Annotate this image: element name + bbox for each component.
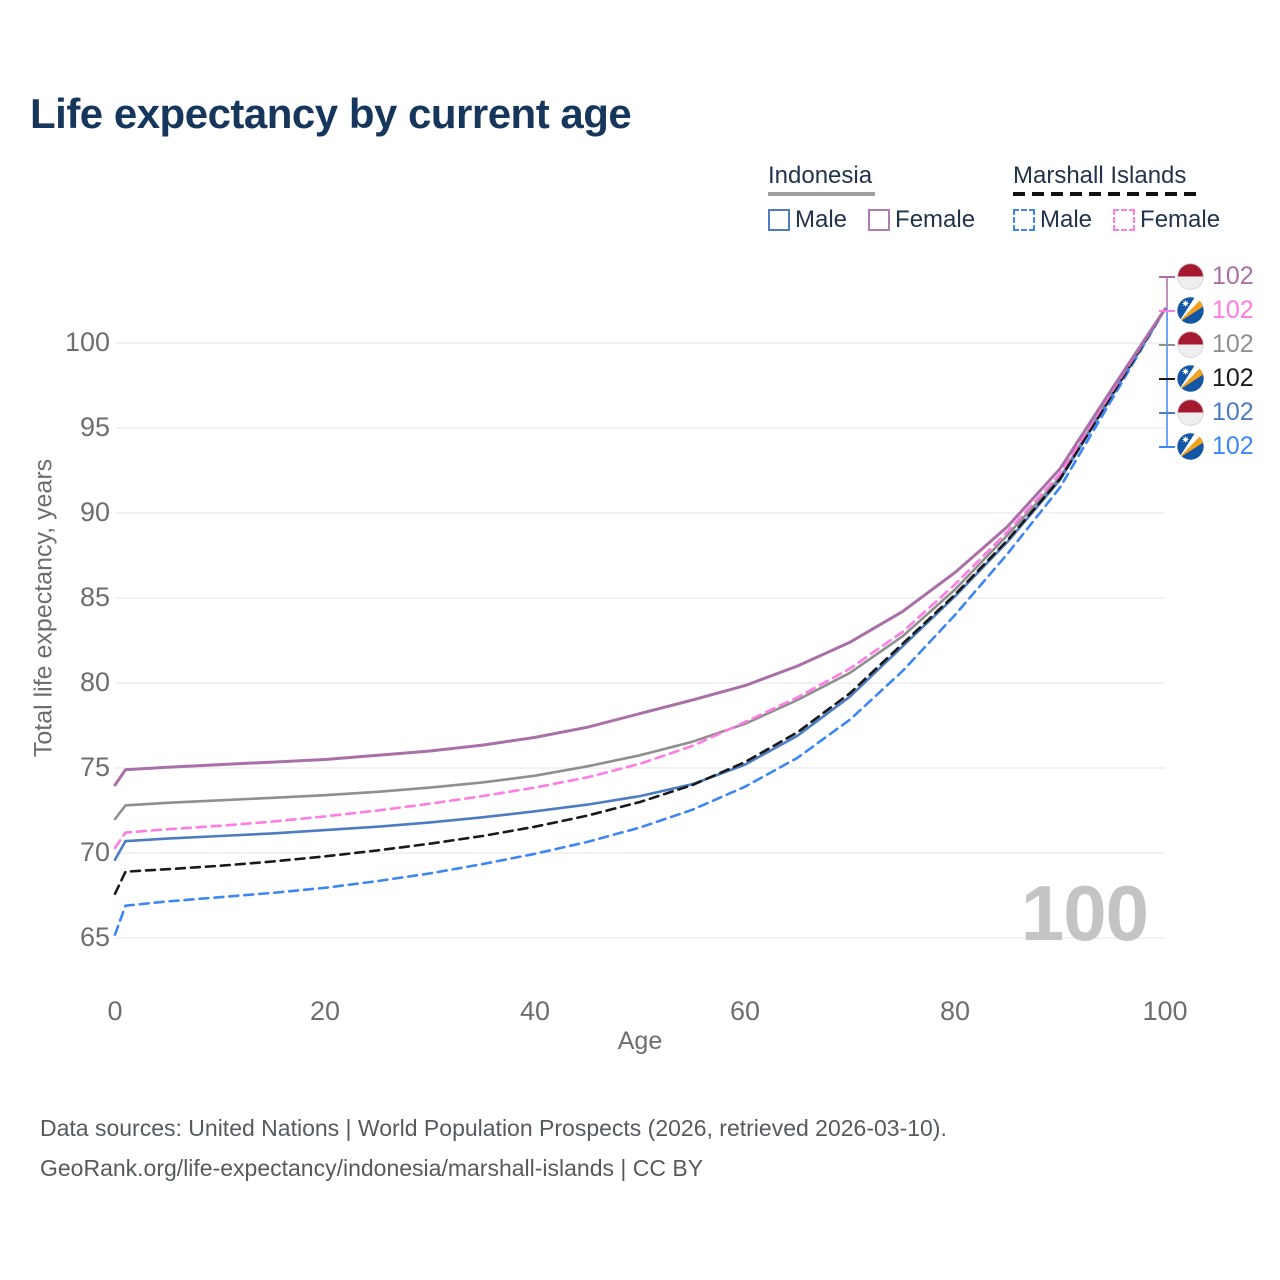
y-tick-label: 95 <box>79 412 110 442</box>
marshall-islands-male-swatch[interactable] <box>1013 209 1035 231</box>
legend-country-indonesia[interactable]: Indonesia <box>768 162 873 189</box>
footer: Data sources: United Nations | World Pop… <box>40 1108 947 1188</box>
hover-age-watermark: 100 <box>1020 869 1149 957</box>
y-tick-label: 75 <box>79 752 110 782</box>
x-tick-label: 60 <box>729 996 761 1026</box>
y-tick-label: 70 <box>79 837 110 867</box>
marshall-islands-flag-icon <box>1177 297 1204 324</box>
y-tick-label: 80 <box>79 667 110 697</box>
end-label-row: 102 <box>1177 365 1254 392</box>
marshall-islands-flag-icon <box>1177 433 1204 460</box>
x-tick-label: 100 <box>1142 996 1188 1026</box>
series-line-marshall-islands-male[interactable] <box>113 307 1167 936</box>
indonesia-flag-icon <box>1177 263 1204 290</box>
marshall-islands-flag-icon <box>1177 365 1204 392</box>
indonesia-both-line-swatch <box>768 192 875 196</box>
legend-country-marshall-islands[interactable]: Marshall Islands <box>1013 162 1187 189</box>
indonesia-female-swatch[interactable] <box>868 209 891 231</box>
end-value: 102 <box>1212 296 1254 324</box>
legend-group-indonesia: Indonesia Male Female <box>768 163 996 234</box>
marshall-islands-female-swatch[interactable] <box>1113 209 1136 231</box>
indonesia-male-label[interactable]: Male <box>795 206 848 233</box>
y-tick-label: 85 <box>79 582 110 612</box>
y-axis-title: Total life expectancy, years <box>29 458 58 758</box>
y-tick-label: 65 <box>79 922 110 952</box>
x-tick-label: 80 <box>939 996 971 1026</box>
x-tick-label: 0 <box>107 996 123 1026</box>
marshall-islands-both-line-swatch <box>1013 192 1203 196</box>
attribution-line: GeoRank.org/life-expectancy/indonesia/ma… <box>40 1155 704 1181</box>
indonesia-male-swatch[interactable] <box>768 209 790 231</box>
marshall-islands-female-label[interactable]: Female <box>1140 206 1221 233</box>
series-line-marshall-islands-female[interactable] <box>113 307 1167 850</box>
x-tick-label: 20 <box>309 996 341 1026</box>
end-label-row: 102 <box>1177 263 1254 290</box>
leader-lines <box>1159 276 1175 448</box>
end-label-row: 102 <box>1177 297 1254 324</box>
x-axis-title: Age <box>617 1027 663 1055</box>
data-sources-line: Data sources: United Nations | World Pop… <box>40 1115 947 1141</box>
marshall-islands-male-label[interactable]: Male <box>1040 206 1093 233</box>
y-tick-label: 100 <box>64 327 110 357</box>
series-line-marshall-islands-both-sexes[interactable] <box>113 307 1167 896</box>
gridlines <box>115 342 1165 939</box>
legend-group-marshall-islands: Marshall Islands Male Female <box>1013 163 1241 234</box>
end-value: 102 <box>1212 398 1254 426</box>
x-tick-label: 40 <box>519 996 551 1026</box>
series-line-indonesia-female[interactable] <box>113 307 1167 787</box>
end-label-row: 102 <box>1177 399 1254 426</box>
y-tick-label: 90 <box>79 497 110 527</box>
series-line-indonesia-male[interactable] <box>113 307 1167 862</box>
end-label-row: 102 <box>1177 331 1254 358</box>
indonesia-flag-icon <box>1177 399 1204 426</box>
end-value: 102 <box>1212 364 1254 392</box>
end-value: 102 <box>1212 330 1254 358</box>
end-label-row: 102 <box>1177 433 1254 460</box>
end-value: 102 <box>1212 432 1254 460</box>
end-value: 102 <box>1212 262 1254 290</box>
series-lines <box>113 307 1167 936</box>
indonesia-female-label[interactable]: Female <box>895 206 976 233</box>
series-line-indonesia-both-sexes[interactable] <box>113 307 1167 821</box>
indonesia-flag-icon <box>1177 331 1204 358</box>
page-title: Life expectancy by current age <box>30 90 632 137</box>
